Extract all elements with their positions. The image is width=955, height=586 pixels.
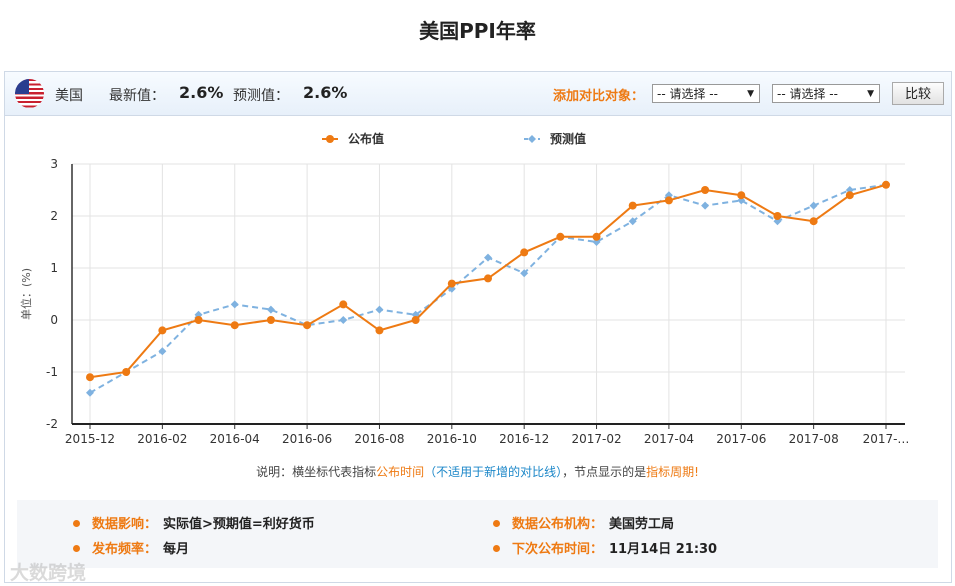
latest-label: 最新值：: [109, 88, 165, 104]
compare-select-1[interactable]: -- 请选择 -- ▼: [652, 84, 760, 103]
x-tick-label: 2015-12: [65, 432, 115, 446]
info-agency: 数据公布机构： 美国劳工局: [493, 513, 674, 532]
actual-point: [86, 373, 94, 382]
x-tick-label: 2016-10: [427, 432, 477, 446]
latest-value: 2.6%: [179, 83, 224, 102]
compare-select-2-value: -- 请选择 --: [777, 87, 838, 101]
forecast-point: [809, 201, 818, 210]
legend-marker-1: [528, 135, 536, 143]
note-prefix: 说明：横坐标代表指标: [256, 465, 377, 479]
x-tick-label: 2016-12: [499, 432, 549, 446]
y-axis-label: 单位：(%): [19, 268, 33, 320]
forecast-point: [230, 300, 239, 309]
page-title: 美国PPI年率: [419, 19, 536, 43]
bullet-icon: [493, 520, 500, 527]
actual-point: [122, 368, 131, 376]
x-tick-label: 2016-06: [282, 432, 332, 446]
actual-point: [484, 274, 492, 283]
frequency-label: 发布频率：: [92, 542, 158, 557]
actual-point: [882, 180, 890, 189]
y-tick-label: 1: [50, 261, 58, 275]
forecast-value: 2.6%: [303, 83, 348, 102]
compare-label: 添加对比对象：: [553, 89, 645, 104]
legend-label-0: 公布值: [348, 131, 384, 146]
note-mid: ，节点显示的是: [562, 465, 647, 479]
actual-point: [230, 321, 239, 330]
actual-point: [809, 217, 818, 226]
impact-label: 数据影响：: [92, 517, 158, 532]
actual-point: [664, 196, 673, 205]
x-tick-label: 2016-02: [137, 432, 187, 446]
x-tick-label: 2016-08: [354, 432, 404, 446]
chart-panel: 美国 最新值： 2.6% 预测值： 2.6% 添加对比对象： -- 请选择 --…: [4, 71, 952, 583]
forecast-point: [266, 305, 275, 314]
forecast-point: [158, 347, 167, 356]
y-tick-label: 3: [50, 157, 58, 171]
watermark: 大数跨境: [10, 562, 87, 584]
actual-point: [737, 191, 746, 200]
note-highlight-period: 指标周期!: [646, 465, 699, 479]
note-highlight-publish-time: 公布时间: [376, 465, 425, 479]
actual-point: [158, 326, 167, 335]
compare-select-2[interactable]: -- 请选择 -- ▼: [772, 84, 880, 103]
forecast-label: 预测值：: [233, 88, 289, 104]
x-tick-label: 2017-…: [863, 432, 910, 446]
y-tick-label: -1: [46, 365, 58, 379]
forecast-point: [701, 201, 710, 210]
bullet-icon: [73, 545, 80, 552]
agency-value: 美国劳工局: [609, 517, 675, 532]
x-tick-label: 2016-04: [210, 432, 260, 446]
frequency-value: 每月: [163, 542, 190, 557]
actual-point: [303, 321, 312, 330]
x-tick-label: 2017-08: [789, 432, 839, 446]
actual-point: [845, 191, 854, 200]
actual-point: [628, 201, 637, 210]
y-tick-label: 2: [50, 209, 58, 223]
chevron-down-icon: ▼: [867, 89, 874, 99]
info-frequency: 发布频率： 每月: [73, 538, 189, 557]
info-impact: 数据影响： 实际值>预期值=利好货币: [73, 513, 315, 532]
x-tick-label: 2017-04: [644, 432, 694, 446]
chevron-down-icon: ▼: [747, 89, 754, 99]
y-tick-label: 0: [50, 313, 58, 327]
x-tick-label: 2017-02: [571, 432, 621, 446]
y-tick-label: -2: [46, 417, 58, 431]
x-tick-label: 2017-06: [716, 432, 766, 446]
legend-label-1: 预测值: [550, 131, 586, 146]
legend-marker-0: [326, 135, 334, 143]
actual-point: [411, 316, 420, 324]
actual-point: [592, 232, 601, 241]
forecast-point: [86, 388, 94, 397]
actual-point: [520, 248, 529, 257]
bullet-icon: [73, 520, 80, 527]
actual-point: [266, 316, 275, 324]
forecast-point: [628, 217, 637, 226]
next-release-value: 11月14日 21:30: [609, 542, 718, 557]
forecast-point: [339, 316, 348, 324]
forecast-point: [520, 269, 529, 278]
next-release-label: 下次公布时间：: [512, 542, 604, 557]
agency-label: 数据公布机构：: [512, 517, 604, 532]
us-flag-icon: [15, 79, 44, 108]
chart-note: 说明：横坐标代表指标公布时间（不适用于新增的对比线），节点显示的是指标周期!: [0, 463, 955, 480]
actual-point: [194, 316, 203, 324]
actual-point: [447, 279, 456, 288]
forecast-point: [375, 305, 384, 314]
country-name: 美国: [55, 88, 83, 104]
actual-point: [375, 326, 384, 335]
impact-value: 实际值>预期值=利好货币: [163, 517, 315, 532]
actual-point: [773, 212, 782, 220]
compare-button[interactable]: 比较: [892, 82, 944, 105]
actual-point: [556, 232, 565, 241]
forecast-point: [484, 253, 492, 262]
toolbar: 美国 最新值： 2.6% 预测值： 2.6% 添加对比对象： -- 请选择 --…: [5, 72, 951, 116]
actual-point: [701, 186, 710, 194]
info-box: 数据影响： 实际值>预期值=利好货币 发布频率： 每月 数据公布机构： 美国劳工局 下…: [17, 500, 938, 568]
info-next-release: 下次公布时间： 11月14日 21:30: [493, 538, 717, 557]
actual-point: [339, 300, 348, 309]
note-highlight-not-applicable: （不适用于新增的对比线）: [424, 465, 563, 479]
bullet-icon: [493, 545, 500, 552]
compare-select-1-value: -- 请选择 --: [657, 87, 718, 101]
